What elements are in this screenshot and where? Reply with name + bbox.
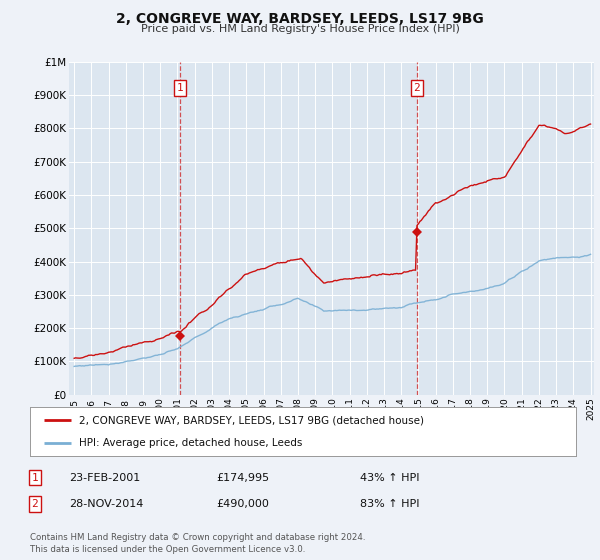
Text: £490,000: £490,000 <box>216 499 269 509</box>
Text: 23-FEB-2001: 23-FEB-2001 <box>69 473 140 483</box>
Text: 1: 1 <box>176 83 183 94</box>
Text: 2, CONGREVE WAY, BARDSEY, LEEDS, LS17 9BG (detached house): 2, CONGREVE WAY, BARDSEY, LEEDS, LS17 9B… <box>79 416 424 426</box>
Text: HPI: Average price, detached house, Leeds: HPI: Average price, detached house, Leed… <box>79 438 302 448</box>
Text: 2: 2 <box>413 83 420 94</box>
Text: 28-NOV-2014: 28-NOV-2014 <box>69 499 143 509</box>
Text: Contains HM Land Registry data © Crown copyright and database right 2024.
This d: Contains HM Land Registry data © Crown c… <box>30 533 365 554</box>
Text: £174,995: £174,995 <box>216 473 269 483</box>
Text: 1: 1 <box>31 473 38 483</box>
Text: Price paid vs. HM Land Registry's House Price Index (HPI): Price paid vs. HM Land Registry's House … <box>140 24 460 34</box>
Text: 43% ↑ HPI: 43% ↑ HPI <box>360 473 419 483</box>
Text: 83% ↑ HPI: 83% ↑ HPI <box>360 499 419 509</box>
Text: 2, CONGREVE WAY, BARDSEY, LEEDS, LS17 9BG: 2, CONGREVE WAY, BARDSEY, LEEDS, LS17 9B… <box>116 12 484 26</box>
Text: 2: 2 <box>31 499 38 509</box>
